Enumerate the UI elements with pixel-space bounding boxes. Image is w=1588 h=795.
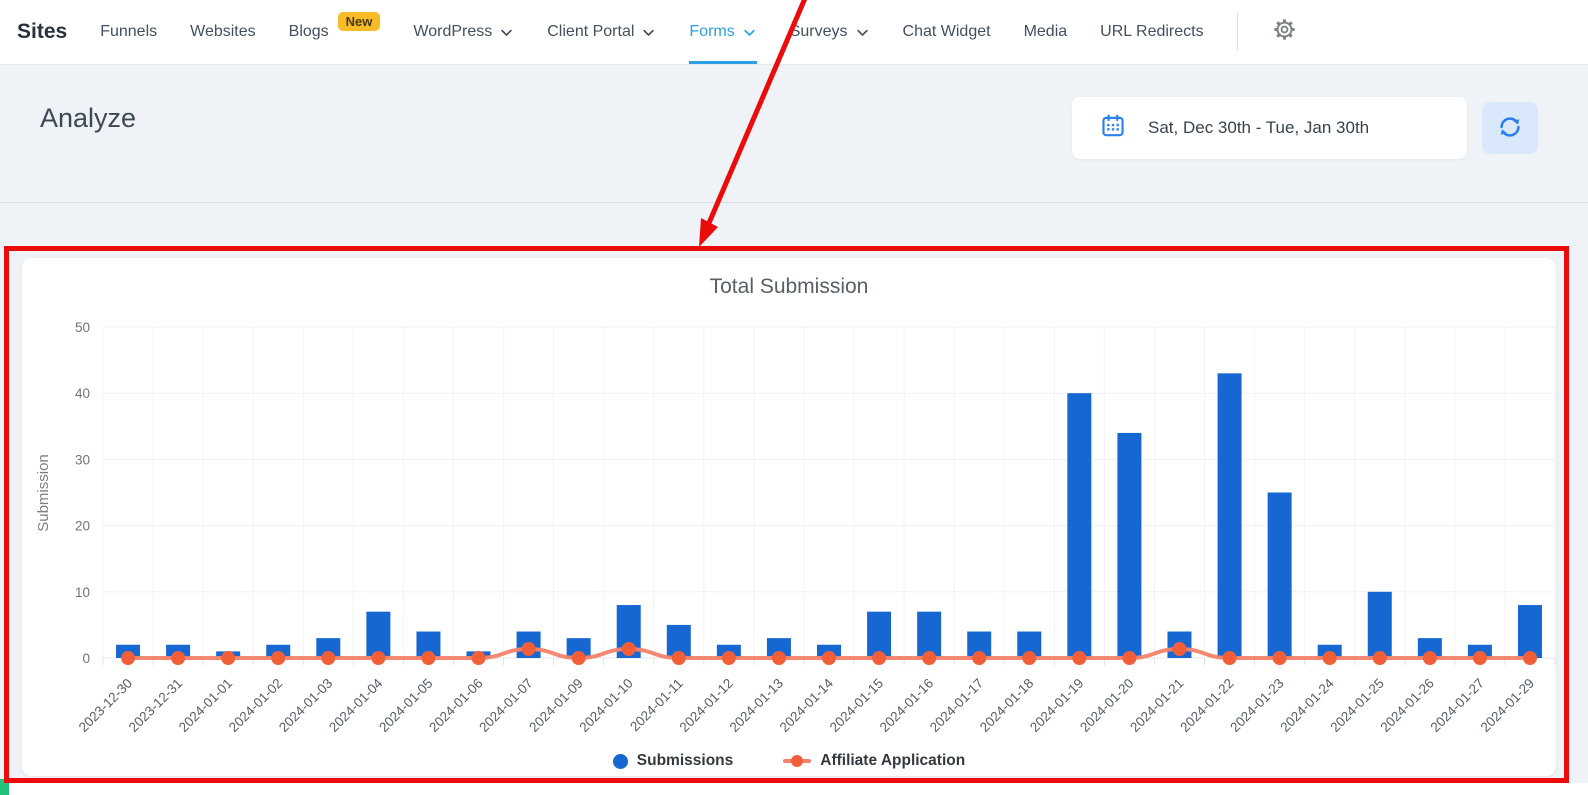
refresh-icon bbox=[1497, 114, 1523, 143]
nav-item-label: URL Redirects bbox=[1100, 22, 1204, 40]
nav-item-label: Client Portal bbox=[547, 22, 635, 40]
brand-sites[interactable]: Sites bbox=[17, 20, 68, 43]
legend-item-affiliate-application[interactable]: Affiliate Application bbox=[783, 752, 965, 770]
svg-text:Submission: Submission bbox=[35, 454, 52, 532]
nav-item-forms[interactable]: Forms bbox=[689, 0, 757, 64]
svg-text:10: 10 bbox=[75, 585, 90, 600]
svg-text:2024-01-10: 2024-01-10 bbox=[576, 676, 635, 735]
nav-item-label: WordPress bbox=[413, 22, 493, 40]
nav-item-wordpress[interactable]: WordPress bbox=[413, 0, 514, 64]
svg-text:2024-01-29: 2024-01-29 bbox=[1478, 676, 1537, 735]
chevron-down-icon bbox=[742, 25, 757, 40]
corner-marker bbox=[0, 779, 9, 795]
chevron-down-icon bbox=[855, 25, 870, 40]
legend-label: Submissions bbox=[636, 752, 734, 769]
header-divider bbox=[0, 202, 1588, 203]
total-submission-card: Total Submission 0 10 20 30 40 50 Submission 20… bbox=[22, 258, 1556, 776]
nav-item-label: Blogs bbox=[288, 22, 329, 40]
nav-item-blogs[interactable]: Blogs New bbox=[289, 0, 381, 64]
nav-item-url-redirects[interactable]: URL Redirects bbox=[1100, 0, 1203, 64]
legend-label: Affiliate Application bbox=[820, 752, 966, 769]
nav-item-label: Forms bbox=[689, 22, 735, 40]
nav-item-surveys[interactable]: Surveys bbox=[790, 0, 870, 64]
nav-item-label: Funnels bbox=[100, 22, 158, 40]
submissions-marker-icon bbox=[612, 753, 628, 769]
gear-icon bbox=[1271, 16, 1298, 48]
nav-divider bbox=[1236, 13, 1238, 50]
svg-text:40: 40 bbox=[75, 386, 90, 401]
nav-item-label: Websites bbox=[190, 22, 256, 40]
nav-item-chat-widget[interactable]: Chat Widget bbox=[903, 0, 991, 64]
svg-text:50: 50 bbox=[75, 320, 90, 335]
nav-item-label: Media bbox=[1023, 22, 1068, 40]
nav-item-media[interactable]: Media bbox=[1024, 0, 1068, 64]
nav-item-websites[interactable]: Websites bbox=[190, 0, 256, 64]
date-range-value: Sat, Dec 30th - Tue, Jan 30th bbox=[1148, 118, 1370, 137]
nav-item-funnels[interactable]: Funnels bbox=[100, 0, 157, 64]
affiliate-marker-icon bbox=[783, 754, 812, 768]
chart-canvas: 01020304050Submission2023-12-302023-12-3… bbox=[35, 320, 1556, 735]
nav-item-client-portal[interactable]: Client Portal bbox=[547, 0, 656, 64]
new-badge: New bbox=[337, 12, 381, 31]
chart-title: Total Submission bbox=[709, 275, 869, 298]
refresh-button[interactable] bbox=[1482, 102, 1538, 154]
nav-item-label: Surveys bbox=[789, 22, 848, 40]
calendar-icon bbox=[1100, 113, 1126, 144]
svg-text:20: 20 bbox=[75, 519, 90, 534]
top-navigation: Sites Funnels Websites Blogs New WordPress Cl… bbox=[0, 0, 1588, 65]
chart-legend: Submissions Affiliate Application bbox=[22, 752, 1556, 770]
settings-button[interactable] bbox=[1271, 0, 1298, 64]
page-title: Analyze bbox=[40, 103, 137, 133]
legend-item-submissions[interactable]: Submissions bbox=[612, 752, 734, 770]
date-range-picker[interactable]: Sat, Dec 30th - Tue, Jan 30th bbox=[1072, 97, 1467, 159]
svg-text:30: 30 bbox=[75, 452, 90, 467]
nav-item-label: Chat Widget bbox=[902, 22, 991, 40]
chevron-down-icon bbox=[499, 25, 514, 40]
chevron-down-icon bbox=[641, 25, 656, 40]
svg-text:0: 0 bbox=[82, 651, 90, 666]
